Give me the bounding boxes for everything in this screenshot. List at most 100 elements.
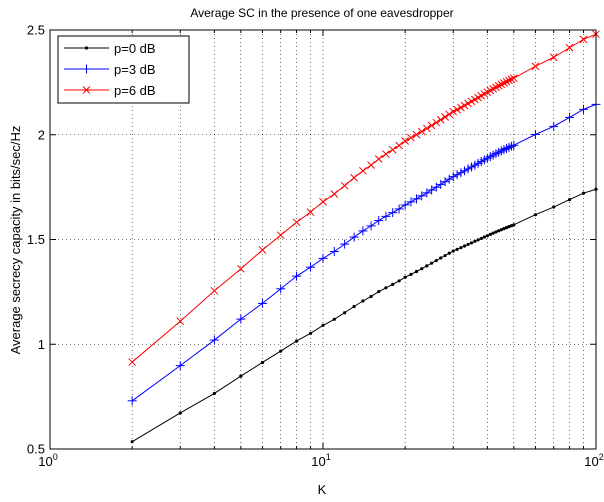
data-point: [414, 269, 419, 274]
data-point: [512, 223, 516, 227]
data-point: [350, 173, 358, 182]
data-point: [494, 230, 498, 234]
data-point: [420, 267, 424, 271]
data-point: [456, 168, 466, 178]
data-point: [427, 185, 437, 195]
data-point: [453, 105, 461, 114]
data-point: [507, 225, 511, 229]
x-marker-b: [258, 246, 267, 254]
x-marker-b: [374, 155, 383, 163]
data-point: [473, 239, 477, 243]
data-point: [579, 104, 589, 114]
data-point: [176, 317, 185, 326]
x-marker-b: [340, 181, 349, 190]
data-point: [397, 279, 401, 283]
data-point: [491, 231, 495, 235]
x-marker-b: [407, 133, 415, 142]
axis-ticks: 0.5 1 1.5 2 2.5 100 101 102: [27, 23, 604, 470]
grid-lines: [50, 30, 596, 449]
data-point: [374, 216, 384, 226]
x-marker-b: [565, 43, 574, 52]
data-point: [236, 264, 245, 273]
x-tick-label: 102: [584, 452, 603, 469]
data-point: [321, 323, 325, 327]
data-point: [361, 299, 365, 303]
x-marker-b: [509, 74, 518, 83]
data-point: [434, 258, 438, 263]
x-marker-b: [445, 110, 454, 119]
legend-entry: p=6 dB: [64, 83, 156, 98]
data-point: [306, 208, 315, 216]
x-marker-b: [276, 231, 285, 240]
x-marker-b: [236, 264, 245, 273]
data-point: [417, 191, 427, 201]
x-marker-b: [457, 103, 465, 112]
data-point: [422, 124, 431, 133]
x-marker-b: [417, 127, 426, 136]
data-point: [388, 145, 397, 154]
series-1: [127, 99, 601, 406]
data-point: [406, 197, 416, 207]
data-point: [395, 141, 403, 150]
data-point: [367, 161, 375, 169]
x-marker-b: [367, 161, 375, 169]
data-point: [476, 238, 480, 242]
y-tick-label: 2: [38, 127, 45, 142]
x-marker-b: [176, 317, 185, 326]
x-marker-b: [412, 130, 421, 139]
y-tick-label: 1: [38, 337, 45, 352]
x-marker-b: [531, 62, 540, 71]
x-marker-b: [422, 124, 431, 133]
data-point: [579, 35, 588, 44]
x-marker-b: [464, 99, 472, 108]
data-point: [531, 62, 540, 71]
data-point: [460, 101, 469, 110]
data-point: [444, 174, 454, 184]
legend-swatch-marker: [82, 86, 91, 94]
x-marker-b: [82, 86, 91, 94]
data-point: [507, 75, 516, 84]
data-point: [499, 228, 503, 232]
data-point: [319, 197, 327, 206]
data-point: [488, 232, 492, 236]
data-point: [567, 197, 572, 202]
data-point: [306, 262, 316, 272]
x-marker-b: [395, 141, 403, 150]
x-marker-b: [359, 166, 367, 175]
data-point: [374, 155, 383, 163]
data-point: [239, 374, 243, 378]
x-axis-label: K: [318, 482, 327, 497]
chart-title: Average SC in the presence of one eavesd…: [190, 6, 453, 20]
data-point: [292, 271, 302, 281]
x-marker-b: [128, 358, 137, 366]
x-marker-b: [500, 79, 508, 87]
data-point: [425, 264, 429, 268]
data-point: [417, 127, 426, 136]
data-point: [452, 170, 462, 180]
data-point: [436, 115, 445, 124]
data-point: [497, 229, 501, 233]
data-point: [400, 200, 410, 210]
y-axis-label: Average secrecy capacity in bits/sec/Hz: [8, 126, 23, 355]
x-marker-b: [210, 286, 219, 295]
x-marker-b: [350, 173, 358, 182]
data-point: [449, 107, 458, 116]
x-tick-label: 100: [38, 452, 57, 469]
data-point: [457, 103, 465, 112]
data-point: [210, 286, 219, 295]
x-marker-b: [579, 35, 588, 44]
data-point: [441, 113, 449, 121]
data-point: [329, 246, 339, 256]
data-point: [581, 191, 586, 195]
x-marker-b: [427, 121, 436, 130]
data-point: [509, 74, 518, 83]
data-point: [462, 244, 467, 248]
data-point: [330, 190, 339, 198]
data-point: [504, 142, 514, 152]
data-point: [332, 317, 336, 321]
data-point: [479, 236, 483, 241]
x-marker-b: [432, 118, 441, 127]
x-marker-b: [319, 197, 327, 206]
data-point: [128, 358, 137, 366]
